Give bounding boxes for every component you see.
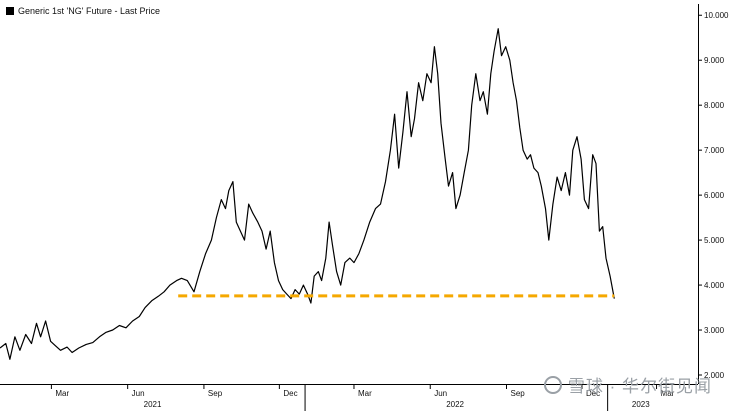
year-label: 2022 [446, 400, 464, 409]
year-label: 2021 [144, 400, 162, 409]
y-tick-label: 6.000 [704, 191, 725, 200]
y-tick-label: 7.000 [704, 146, 725, 155]
x-tick-label: Dec [283, 389, 297, 398]
y-tick-label: 4.000 [704, 281, 725, 290]
price-line [0, 28, 615, 360]
y-tick-label: 10.000 [704, 11, 729, 20]
y-tick-label: 8.000 [704, 101, 725, 110]
year-label: 2023 [632, 400, 650, 409]
x-tick-label: Sep [208, 389, 223, 398]
legend-label: Generic 1st 'NG' Future - Last Price [18, 6, 160, 16]
x-tick-label: Sep [511, 389, 526, 398]
watermark: 雪球 · 华尔街见闻 [543, 372, 712, 397]
x-tick-label: Mar [55, 389, 69, 398]
x-tick-label: Jun [132, 389, 145, 398]
y-tick-label: 5.000 [704, 236, 725, 245]
x-tick-label: Mar [358, 389, 372, 398]
snowball-logo-icon [543, 375, 562, 394]
y-tick-label: 9.000 [704, 56, 725, 65]
legend-swatch [6, 7, 14, 15]
x-tick-label: Dec [586, 389, 600, 398]
watermark-text: 雪球 · 华尔街见闻 [567, 377, 712, 396]
y-tick-label: 3.000 [704, 326, 725, 335]
x-tick-label: Jun [434, 389, 447, 398]
x-tick-label: Mar [661, 389, 675, 398]
y-tick-label: 2.000 [704, 371, 725, 380]
legend: Generic 1st 'NG' Future - Last Price [6, 6, 160, 16]
